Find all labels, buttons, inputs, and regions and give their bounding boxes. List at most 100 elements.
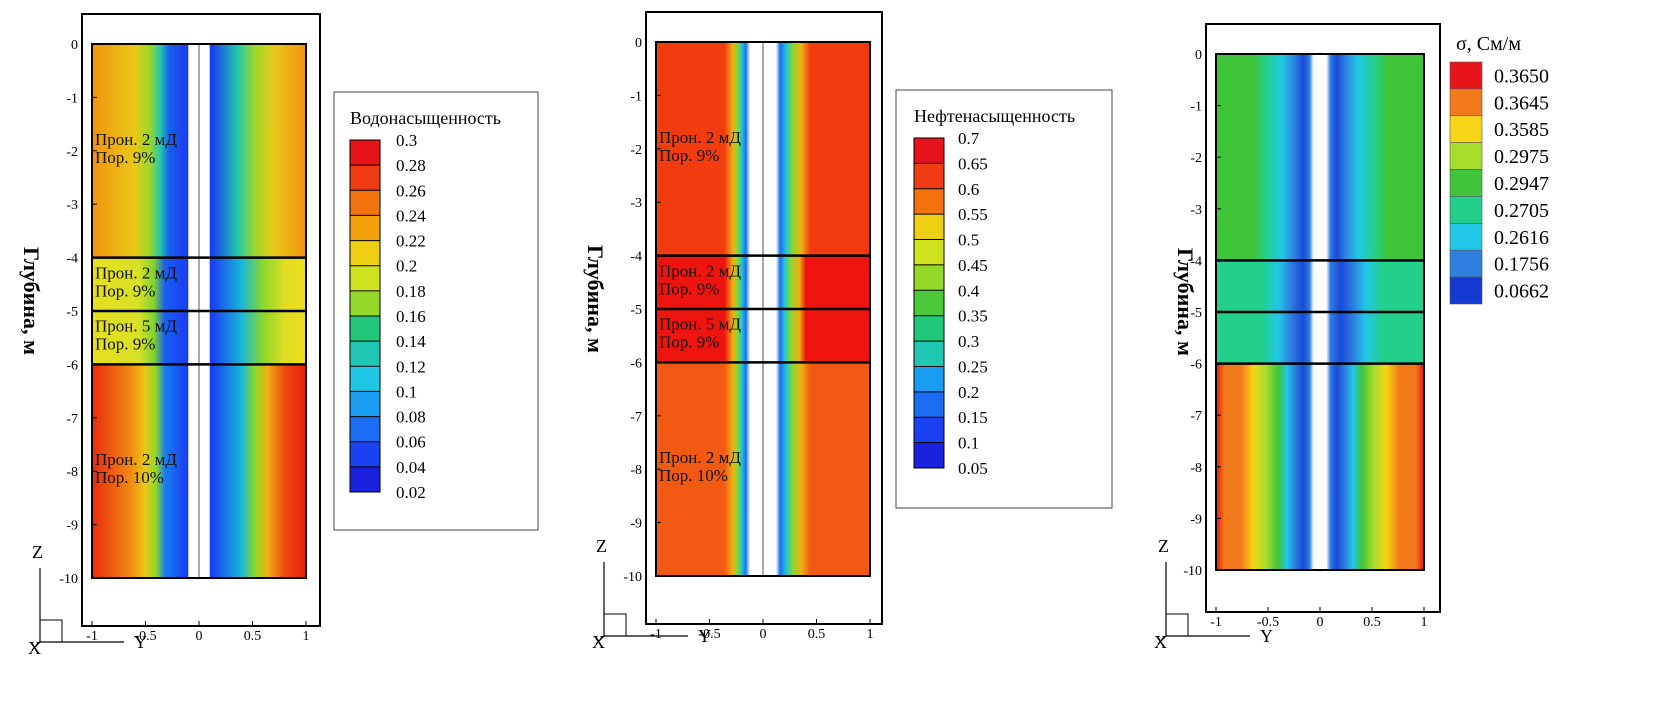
triad-x-label: X — [28, 638, 41, 658]
y-tick-label: -7 — [630, 410, 642, 425]
x-tick-label: 1 — [1421, 615, 1428, 630]
y-tick-label: -3 — [66, 198, 78, 213]
y-tick-label: -9 — [630, 517, 642, 532]
legend-swatch — [350, 441, 380, 467]
chart-2: 0 -1 -2 -3 -4 -5 -6 -7 -8 -9 -10 -1 -0.5 0 0.5 1 Глубина… — [583, 11, 1113, 652]
y-tick-label: -4 — [630, 250, 642, 265]
annotation-permeability: Прон. 2 мД — [95, 130, 177, 149]
legend-swatch — [914, 264, 944, 291]
x-tick-label: 0.5 — [244, 629, 262, 644]
legend-swatch — [1449, 142, 1483, 170]
annotation-permeability: Прон. 5 мД — [95, 317, 177, 336]
y-tick-label: -6 — [630, 356, 642, 371]
legend-value: 0.05 — [958, 459, 988, 478]
x-tick-label: -1 — [86, 629, 98, 644]
y-tick-label: -4 — [1190, 254, 1202, 269]
legend-swatch — [914, 366, 944, 392]
legend-value: 0.16 — [396, 307, 426, 326]
legend-swatch — [350, 190, 380, 216]
legend-value: 0.3 — [958, 332, 979, 351]
legend-swatch — [350, 140, 380, 166]
y-tick-label: -8 — [1190, 461, 1202, 476]
x-tick-label: -0.5 — [698, 627, 720, 642]
legend-title: Водонасыщенность — [350, 108, 501, 128]
y-tick-label: -1 — [66, 91, 78, 106]
plot-frame — [81, 13, 321, 627]
y-tick-label: -9 — [66, 519, 78, 534]
triad-box — [39, 619, 63, 643]
legend-swatch — [350, 265, 380, 291]
legend-value: 0.18 — [396, 282, 426, 301]
annotation-permeability: Прон. 2 мД — [659, 261, 741, 280]
legend-swatch — [350, 290, 380, 316]
legend-swatch — [1449, 223, 1483, 251]
triad-x-label: X — [1154, 632, 1167, 652]
legend-swatch — [350, 165, 380, 191]
x-tick-label: -0.5 — [134, 629, 156, 644]
legend-swatch — [914, 239, 944, 265]
y-tick-label: -2 — [630, 143, 642, 158]
y-tick-label: 0 — [635, 36, 642, 51]
triad-box — [1165, 613, 1189, 637]
y-tick-label: -8 — [66, 465, 78, 480]
y-tick-label: -2 — [66, 145, 78, 160]
y-axis-label: Глубина, м — [19, 247, 44, 355]
annotation-porosity: Пор. 9% — [95, 281, 155, 300]
y-axis-label: Глубина, м — [1173, 248, 1198, 356]
triad-x-label: X — [592, 632, 605, 652]
y-tick-label: -7 — [66, 412, 78, 427]
legend-value: 0.4 — [958, 281, 980, 300]
legend-value: 0.28 — [396, 156, 426, 175]
legend-value: 0.3 — [396, 131, 417, 150]
x-tick-label: 0 — [196, 629, 203, 644]
triad-z-label: Z — [596, 536, 607, 556]
legend-title: σ, См/м — [1456, 33, 1521, 55]
legend-value: 0.0662 — [1494, 281, 1549, 303]
y-tick-label: -5 — [66, 305, 78, 320]
field-band — [1216, 260, 1424, 312]
legend-value: 0.02 — [396, 483, 426, 502]
annotation-permeability: Прон. 2 мД — [659, 128, 741, 147]
legend-value: 0.45 — [958, 256, 988, 275]
legend-swatch — [914, 417, 944, 443]
legend-value: 0.55 — [958, 205, 988, 224]
legend-swatch — [350, 366, 380, 392]
triad-box — [603, 613, 627, 637]
legend-swatch — [350, 341, 380, 367]
legend-value: 0.2975 — [1494, 146, 1549, 168]
legend-value: 0.2947 — [1494, 173, 1549, 195]
y-tick-label: -3 — [1190, 203, 1202, 218]
y-tick-label: -7 — [1190, 409, 1202, 424]
legend-value: 0.08 — [396, 408, 426, 427]
y-tick-label: -6 — [1190, 358, 1202, 373]
triad-z-label: Z — [1158, 536, 1169, 556]
y-tick-label: -1 — [630, 89, 642, 104]
legend-swatch — [914, 214, 944, 240]
y-tick-label: -6 — [66, 358, 78, 373]
legend-swatch — [1449, 249, 1483, 278]
chart-1: 0 -1 -2 -3 -4 -5 -6 -7 -8 -9 -10 -1 -0.5 0 0.5 1 Глубина… — [19, 13, 539, 658]
annotation-porosity: Пор. 9% — [95, 148, 155, 167]
x-tick-label: 1 — [867, 627, 874, 642]
legend-value: 0.6 — [958, 180, 979, 199]
legend-swatch — [1449, 88, 1483, 117]
annotation-permeability: Прон. 2 мД — [95, 263, 177, 282]
legend-swatch — [914, 442, 944, 468]
y-tick-label: -4 — [66, 252, 78, 267]
legend-value: 0.2705 — [1494, 200, 1549, 222]
legend-swatch — [914, 138, 944, 164]
y-tick-label: 0 — [71, 38, 78, 53]
axes-triad: Z Y X — [28, 542, 147, 658]
legend-swatch — [350, 215, 380, 241]
legend-swatch — [914, 188, 944, 215]
legend-value: 0.26 — [396, 181, 426, 200]
triad-y-label: Y — [134, 632, 147, 652]
annotation-porosity: Пор. 10% — [95, 468, 164, 487]
legend-value: 0.65 — [958, 154, 988, 173]
